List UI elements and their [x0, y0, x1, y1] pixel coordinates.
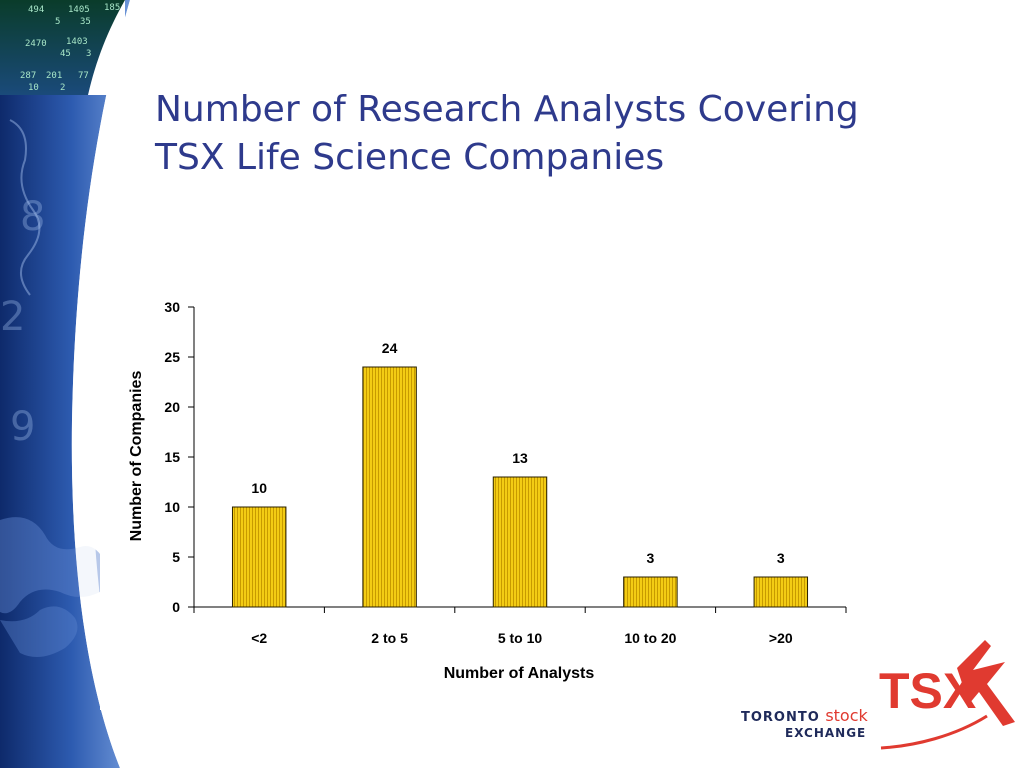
svg-text:45: 45	[60, 49, 71, 59]
x-tick-label: 10 to 20	[624, 630, 676, 646]
logo-line-2: EXCHANGE	[785, 726, 867, 740]
svg-text:9: 9	[10, 404, 35, 450]
y-tick-label: 20	[164, 399, 180, 415]
svg-text:201: 201	[46, 71, 62, 81]
svg-text:77: 77	[78, 71, 89, 81]
svg-text:287: 287	[20, 71, 36, 81]
bar	[362, 366, 417, 608]
svg-text:1403: 1403	[66, 37, 88, 47]
svg-text:35: 35	[80, 17, 91, 27]
bar-value-label: 24	[382, 340, 398, 356]
tsx-logo: TORONTO stock EXCHANGE TSX	[735, 640, 1020, 760]
svg-text:3: 3	[86, 49, 91, 59]
svg-text:1405: 1405	[68, 5, 90, 15]
tsx-logo-mark: TSX	[879, 640, 1015, 750]
svg-text:494: 494	[28, 5, 44, 15]
bar-value-label: 3	[777, 550, 785, 566]
bar-value-label: 13	[512, 450, 528, 466]
slide-title: Number of Research Analysts Covering TSX…	[155, 86, 995, 182]
x-tick-label: 2 to 5	[371, 630, 408, 646]
background-art: 494 1405 185 5 35 2470 1403 45 3 287 201…	[0, 0, 150, 768]
logo-word-toronto: TORONTO	[741, 710, 820, 725]
x-tick-label: <2	[251, 630, 267, 646]
logo-line-1: TORONTO stock	[741, 706, 868, 725]
bar	[492, 476, 548, 608]
y-tick-label: 30	[164, 299, 180, 315]
svg-text:2: 2	[0, 294, 25, 340]
y-tick-label: 10	[164, 499, 180, 515]
bar-value-label: 3	[647, 550, 655, 566]
svg-text:185: 185	[104, 3, 120, 13]
bar	[753, 576, 809, 608]
svg-text:2: 2	[60, 83, 65, 93]
x-axis: <2 2 to 5 5 to 10 10 to 20 >20	[193, 606, 847, 646]
y-tick-label: 5	[172, 549, 180, 565]
bar-value-label: 10	[251, 480, 267, 496]
svg-text:8: 8	[20, 194, 45, 240]
logo-word-stock: stock	[825, 706, 868, 725]
y-tick-label: 0	[172, 599, 180, 615]
y-axis-title: Number of Companies	[128, 371, 145, 542]
bars	[231, 366, 809, 608]
x-tick-label: >20	[769, 630, 793, 646]
y-tick-label: 15	[164, 449, 180, 465]
slide-title-line-2: TSX Life Science Companies	[155, 137, 665, 178]
bar	[623, 576, 678, 608]
y-axis: 0 5 10 15 20 25 30	[164, 299, 195, 615]
x-axis-title: Number of Analysts	[444, 665, 595, 682]
data-labels: 10 24 13 3 3	[251, 340, 784, 566]
svg-text:10: 10	[28, 83, 39, 93]
svg-text:2470: 2470	[25, 39, 47, 49]
svg-text:5: 5	[55, 17, 60, 27]
x-tick-label: 5 to 10	[498, 630, 543, 646]
y-tick-label: 25	[164, 349, 180, 365]
bar	[231, 506, 287, 608]
slide-title-line-1: Number of Research Analysts Covering	[155, 89, 859, 130]
